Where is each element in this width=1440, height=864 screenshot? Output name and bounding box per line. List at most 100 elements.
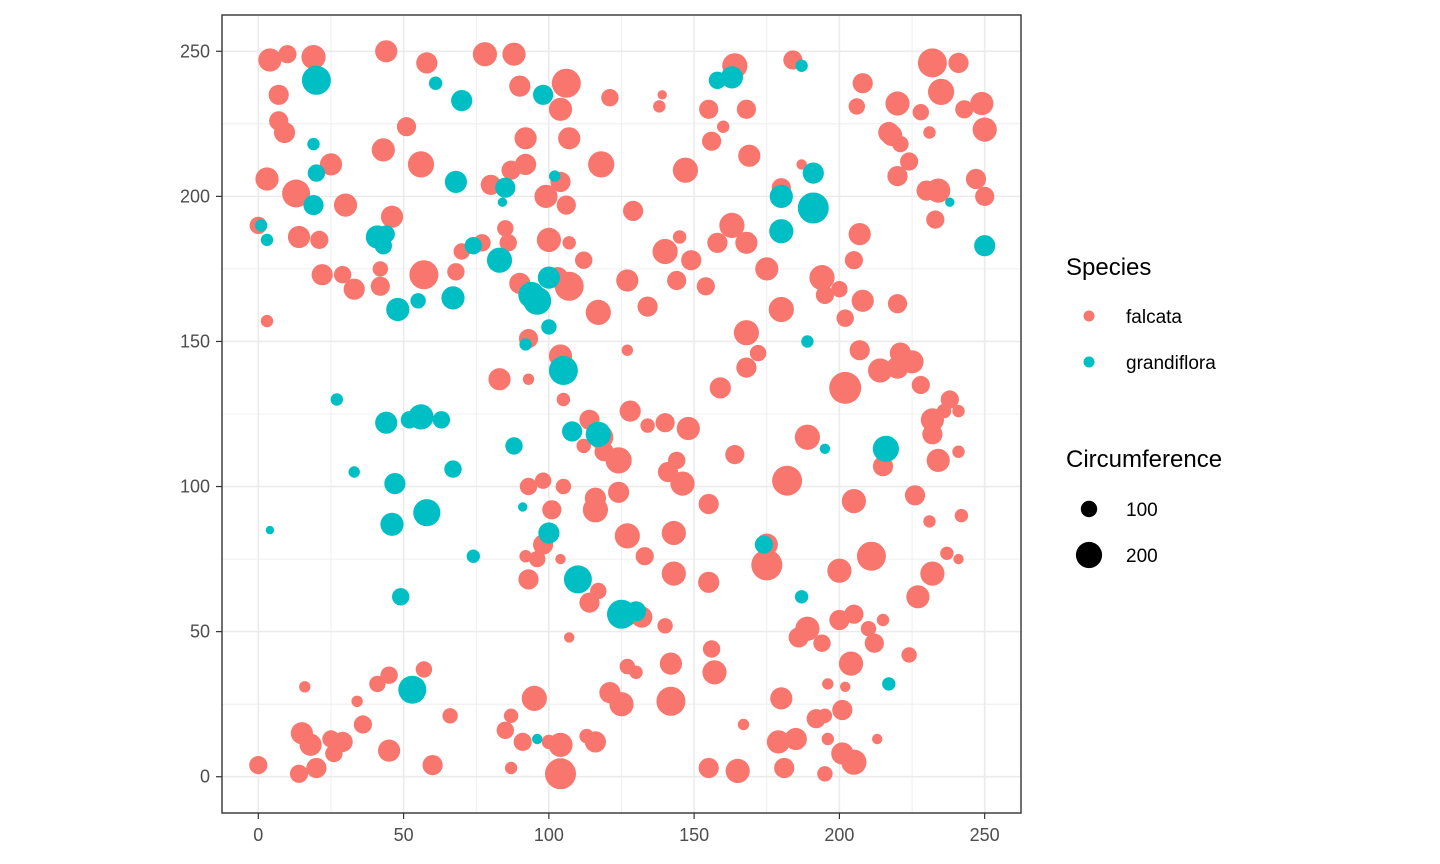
point-falcata <box>299 733 322 756</box>
point-grandiflora <box>386 297 410 322</box>
point-falcata <box>817 708 833 723</box>
point-falcata <box>407 151 435 178</box>
point-falcata <box>906 585 930 609</box>
point-falcata <box>772 465 803 496</box>
point-grandiflora <box>769 184 793 208</box>
point-falcata <box>503 708 519 723</box>
point-falcata <box>287 225 311 249</box>
point-grandiflora <box>549 170 561 182</box>
point-falcata <box>844 604 864 624</box>
point-falcata <box>380 666 398 684</box>
point-falcata <box>872 733 883 745</box>
point-grandiflora <box>518 502 528 512</box>
point-falcata <box>952 445 965 458</box>
point-falcata <box>369 675 386 693</box>
point-falcata <box>735 231 758 254</box>
point-falcata <box>529 550 546 568</box>
point-falcata <box>542 500 562 520</box>
point-grandiflora <box>410 293 426 309</box>
point-falcata <box>282 179 311 208</box>
point-falcata <box>901 647 917 663</box>
point-falcata <box>534 472 552 489</box>
point-falcata <box>351 695 363 707</box>
point-falcata <box>521 685 547 712</box>
point-falcata <box>768 296 794 323</box>
point-falcata <box>640 418 655 433</box>
point-grandiflora <box>464 237 482 255</box>
point-falcata <box>856 541 886 571</box>
point-grandiflora <box>541 319 557 335</box>
point-grandiflora <box>974 235 996 257</box>
point-falcata <box>904 485 926 506</box>
point-falcata <box>928 78 955 105</box>
legend-swatch-grandiflora <box>1083 356 1095 368</box>
point-falcata <box>698 493 719 515</box>
legend-label-100: 100 <box>1126 500 1158 521</box>
point-grandiflora <box>303 195 324 216</box>
point-falcata <box>616 269 639 292</box>
panel-border <box>221 14 1022 814</box>
point-grandiflora <box>797 192 829 224</box>
point-falcata <box>601 89 619 107</box>
point-falcata <box>255 167 279 191</box>
point-falcata <box>736 99 757 119</box>
point-falcata <box>827 558 852 583</box>
point-falcata <box>659 652 683 675</box>
point-falcata <box>656 686 686 716</box>
point-falcata <box>380 205 404 228</box>
point-falcata <box>766 730 791 754</box>
point-falcata <box>299 681 311 693</box>
point-grandiflora <box>444 170 467 193</box>
legend-size-key-100 <box>1080 500 1098 518</box>
point-falcata <box>725 445 745 465</box>
point-falcata <box>829 371 862 404</box>
point-grandiflora <box>348 466 360 478</box>
point-falcata <box>306 757 327 779</box>
point-falcata <box>657 618 673 634</box>
point-falcata <box>770 687 793 710</box>
point-grandiflora <box>495 177 516 198</box>
point-falcata <box>590 582 607 600</box>
point-falcata <box>849 340 870 361</box>
point-falcata <box>375 40 398 63</box>
point-falcata <box>813 634 831 652</box>
axes: 0 50 100 150 200 250 0 50 100 150 200 250 <box>180 41 1000 845</box>
point-grandiflora <box>384 473 406 495</box>
point-falcata <box>551 68 581 98</box>
point-falcata <box>472 42 497 67</box>
gridlines <box>222 15 1021 813</box>
point-falcata <box>926 448 950 472</box>
point-falcata <box>848 223 871 246</box>
point-falcata <box>860 621 877 637</box>
point-falcata <box>851 289 874 312</box>
point-falcata <box>699 99 719 119</box>
point-falcata <box>922 424 943 445</box>
point-falcata <box>522 373 535 385</box>
point-grandiflora <box>307 164 326 182</box>
point-falcata <box>548 97 573 121</box>
point-falcata <box>900 152 919 171</box>
point-falcata <box>719 212 745 238</box>
point-falcata <box>576 438 591 454</box>
point-falcata <box>311 264 333 286</box>
point-falcata <box>972 117 997 142</box>
species-legend-title: Species <box>1066 254 1151 281</box>
point-falcata <box>556 195 576 215</box>
point-falcata <box>936 403 952 419</box>
point-falcata <box>588 151 615 178</box>
point-falcata <box>975 186 995 206</box>
point-falcata <box>917 48 947 78</box>
point-grandiflora <box>265 525 275 535</box>
point-falcata <box>416 52 438 74</box>
point-falcata <box>953 553 964 565</box>
point-falcata <box>496 721 514 739</box>
point-falcata <box>848 98 865 115</box>
point-falcata <box>900 350 924 374</box>
point-grandiflora <box>548 356 578 385</box>
point-falcata <box>575 251 593 269</box>
legend-swatch-falcata <box>1083 310 1095 322</box>
point-falcata <box>289 764 309 783</box>
point-grandiflora <box>532 733 543 745</box>
point-grandiflora <box>794 590 809 604</box>
point-grandiflora <box>451 90 473 112</box>
